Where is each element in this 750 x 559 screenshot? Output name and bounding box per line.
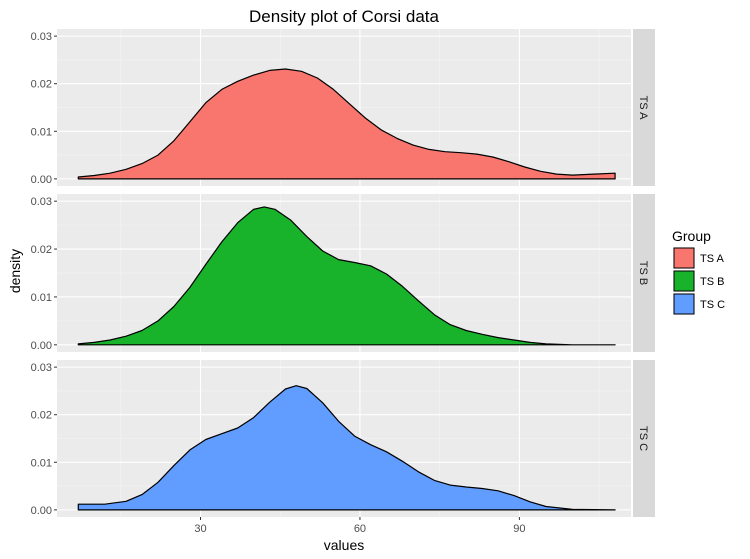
chart-title: Density plot of Corsi data — [249, 7, 439, 26]
y-tick-label: 0.00 — [31, 174, 52, 186]
y-tick-label: 0.03 — [31, 196, 52, 208]
density-area-ts-c — [77, 385, 616, 511]
density-area-ts-b — [77, 206, 616, 346]
y-tick-label: 0.02 — [31, 244, 52, 256]
facet-panel: 0.00 0.01 0.02 0.03 TS C — [31, 360, 655, 517]
y-tick-label: 0.03 — [31, 31, 52, 43]
facet-strip — [633, 194, 655, 352]
legend-label: TS B — [700, 276, 724, 288]
y-tick-label: 0.01 — [31, 292, 52, 304]
x-tick-label: 30 — [194, 523, 206, 535]
facet-panel: 0.00 0.01 0.02 0.03 TS A — [31, 29, 655, 186]
facet-strip-label: TS A — [637, 96, 649, 121]
facet-strip-label: TS C — [637, 426, 649, 451]
facet-panel: 0.00 0.01 0.02 0.03 TS B — [31, 194, 655, 352]
x-tick-label: 60 — [354, 523, 366, 535]
y-tick-label: 0.02 — [31, 79, 52, 91]
y-tick-label: 0.03 — [31, 362, 52, 374]
legend-key — [673, 270, 695, 292]
facet-strip — [633, 29, 655, 186]
facet-strip-label: TS B — [637, 261, 649, 285]
density-area-ts-a — [77, 68, 616, 180]
y-tick-label: 0.02 — [31, 410, 52, 422]
x-axis: 30 60 90 — [194, 517, 526, 535]
legend-title: Group — [672, 228, 711, 244]
y-tick-label: 0.01 — [31, 457, 52, 469]
y-tick-label: 0.01 — [31, 126, 52, 138]
legend-key — [673, 247, 695, 269]
y-tick-label: 0.00 — [31, 505, 52, 517]
y-tick-label: 0.00 — [31, 340, 52, 352]
legend-label: TS A — [700, 253, 725, 265]
legend-key — [673, 293, 695, 315]
legend-label: TS C — [700, 299, 725, 311]
legend: Group TS A TS B TS C — [672, 228, 725, 315]
x-tick-label: 90 — [513, 523, 525, 535]
facet-strip — [633, 360, 655, 517]
facet-panels: 0.00 0.01 0.02 0.03 TS A 0.00 0.01 0.02 0.03 TS B… — [31, 29, 655, 517]
y-axis-title: density — [7, 249, 23, 293]
x-axis-title: values — [324, 537, 364, 553]
